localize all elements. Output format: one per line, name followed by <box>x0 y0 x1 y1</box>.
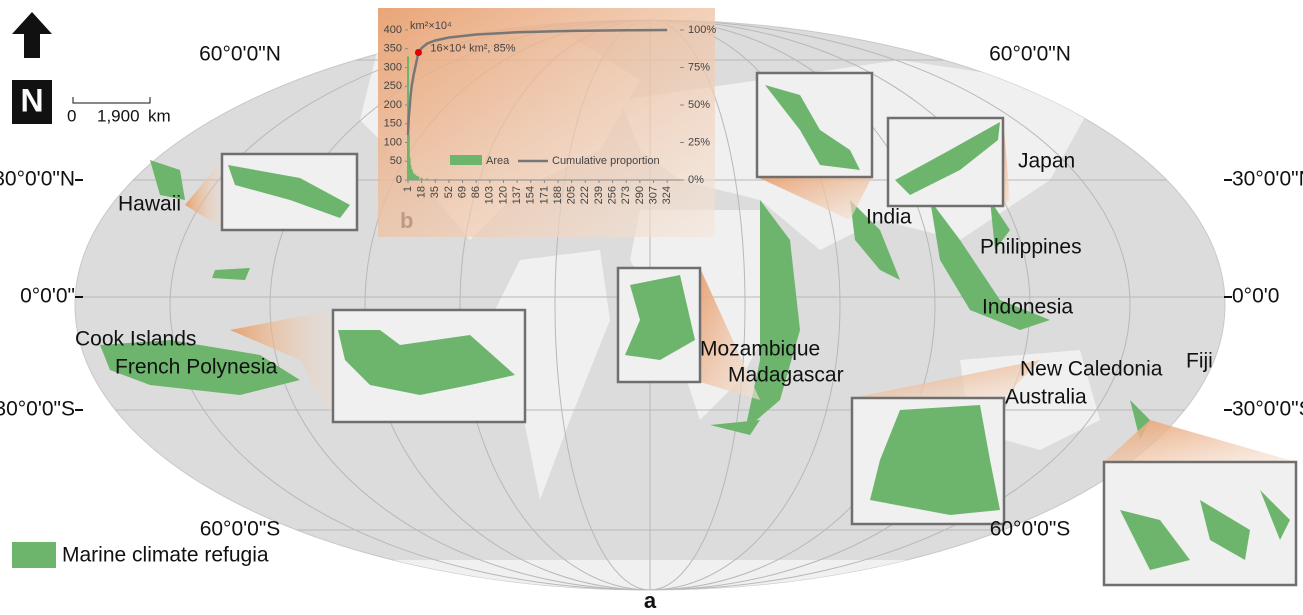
north-arrow: N <box>12 12 52 124</box>
x-tick-label: 120 <box>497 186 509 204</box>
place-label: Cook Islands <box>75 328 196 351</box>
x-tick-label: 154 <box>525 186 537 204</box>
bar <box>417 177 419 180</box>
place-label: New Caledonia <box>1020 358 1163 381</box>
lat-label: 60°0'0"N <box>199 43 281 66</box>
x-tick-label: 222 <box>579 186 591 204</box>
x-tick-label: 205 <box>566 186 578 204</box>
y2-tick-label: 100% <box>688 24 716 36</box>
y2-tick-label: 50% <box>688 99 710 111</box>
lat-label: 0°0'0 <box>1232 285 1279 308</box>
bar <box>426 179 428 181</box>
y-tick-label: 250 <box>384 80 402 92</box>
panel-label: a <box>644 588 657 613</box>
x-tick-label: 324 <box>661 186 673 204</box>
place-label: Madagascar <box>728 364 844 387</box>
scale-zero: 0 <box>67 106 76 125</box>
lat-label: 30°0'0"N <box>0 168 75 191</box>
north-label: N <box>20 82 43 118</box>
y-tick-label: 350 <box>384 43 402 55</box>
x-tick-label: 171 <box>538 186 550 204</box>
legend-swatch <box>450 155 482 165</box>
y2-tick-label: 75% <box>688 61 710 73</box>
y-tick-label: 400 <box>384 24 402 36</box>
legend-swatch <box>12 542 56 568</box>
scale-distance: 1,900 <box>97 106 140 125</box>
x-tick-label: 188 <box>552 186 564 204</box>
y2-tick-label: 0% <box>688 174 704 186</box>
lat-label: 0°0'0" <box>20 285 75 308</box>
y-tick-label: 300 <box>384 61 402 73</box>
place-label: Japan <box>1018 150 1075 173</box>
x-tick-label: 69 <box>456 186 468 198</box>
figure: b a N 0 1,900 km Marine climate refugia … <box>0 0 1303 615</box>
scale-bar <box>73 97 150 103</box>
y-tick-label: 200 <box>384 99 402 111</box>
x-tick-label: 290 <box>634 186 646 204</box>
bar <box>434 179 436 180</box>
bar <box>421 178 423 180</box>
y2-tick-label: 25% <box>688 136 710 148</box>
x-tick-label: 256 <box>607 186 619 204</box>
x-tick-label: 239 <box>593 186 605 204</box>
y-tick-label: 0 <box>396 174 402 186</box>
scale-unit: km <box>148 106 171 125</box>
y-tick-label: 50 <box>390 155 402 167</box>
place-label: Hawaii <box>118 193 181 216</box>
x-tick-label: 137 <box>511 186 523 204</box>
y-tick-label: 150 <box>384 118 402 130</box>
y-tick-label: 100 <box>384 136 402 148</box>
place-label: Indonesia <box>982 296 1073 319</box>
x-tick-label: 18 <box>416 186 428 198</box>
place-label: Philippines <box>980 236 1082 259</box>
x-tick-label: 52 <box>443 186 455 198</box>
place-label: Mozambique <box>700 338 820 361</box>
x-tick-label: 273 <box>620 186 632 204</box>
lat-label: 30°0'0"S <box>1232 398 1303 421</box>
lat-label: 60°0'0"S <box>990 518 1071 541</box>
lat-label: 30°0'0"S <box>0 398 75 421</box>
lat-label: 60°0'0"N <box>989 43 1071 66</box>
lat-label: 30°0'0"N <box>1232 168 1303 191</box>
x-tick-label: 307 <box>647 186 659 204</box>
legend-label: Cumulative proportion <box>552 155 660 167</box>
place-label: Australia <box>1005 386 1087 409</box>
legend-label: Marine climate refugia <box>62 544 269 567</box>
y-axis-label: km²×10⁴ <box>410 20 452 32</box>
x-tick-label: 103 <box>484 186 496 204</box>
annotation-point <box>415 49 422 56</box>
place-label: French Polynesia <box>115 356 278 379</box>
x-tick-label: 35 <box>429 186 441 198</box>
place-label: Fiji <box>1186 350 1213 373</box>
legend-label: Area <box>486 155 510 167</box>
place-label: India <box>866 206 912 229</box>
x-tick-label: 86 <box>470 186 482 198</box>
annotation: 16×10⁴ km², 85% <box>430 42 515 54</box>
bar <box>448 179 450 180</box>
lat-label: 60°0'0"S <box>200 518 281 541</box>
x-tick-label: 1 <box>402 186 414 192</box>
